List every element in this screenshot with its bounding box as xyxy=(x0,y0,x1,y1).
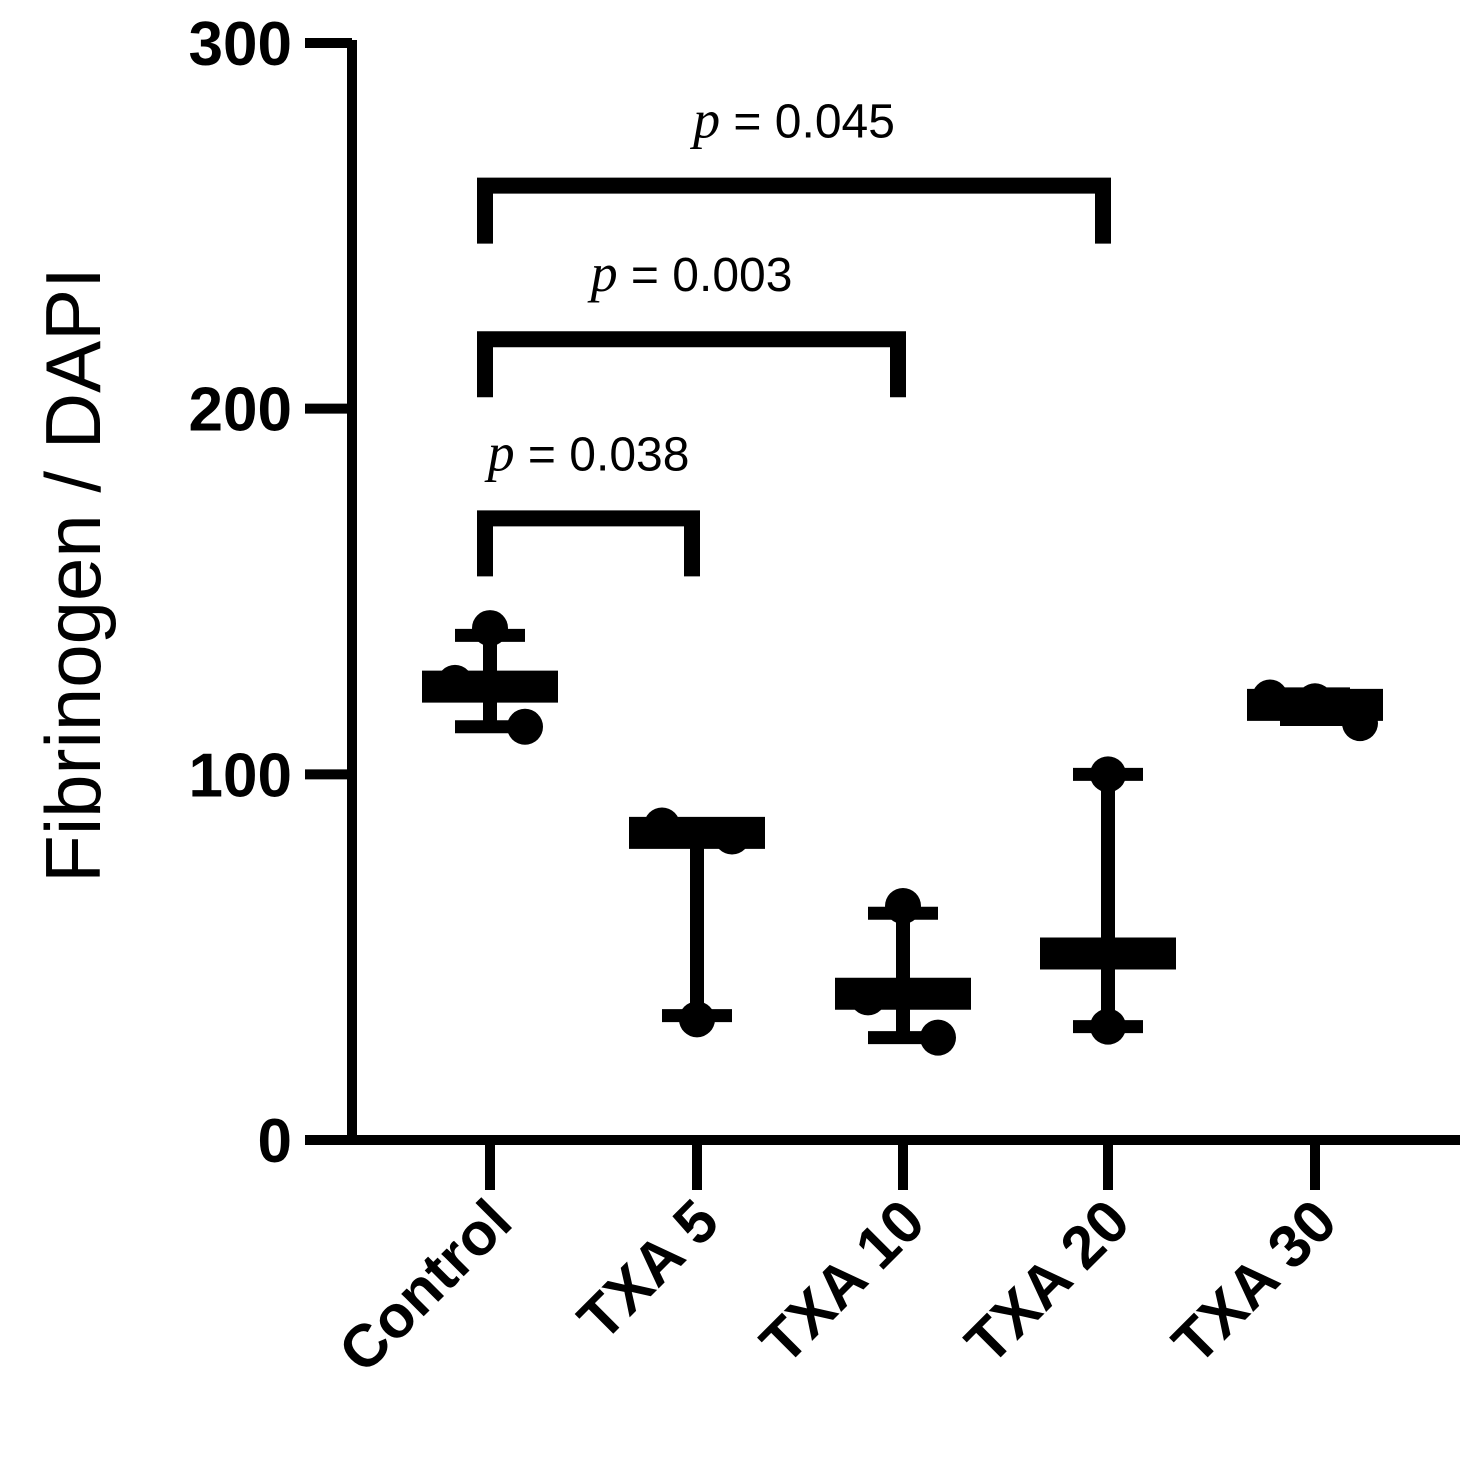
axes xyxy=(305,40,1460,1145)
data-point xyxy=(920,1019,956,1056)
data-point xyxy=(1252,679,1288,716)
p-value-text: = 0.038 xyxy=(515,428,690,481)
data-point xyxy=(1297,683,1333,720)
bracket-line xyxy=(477,177,1111,244)
p-symbol: p xyxy=(587,243,618,303)
x-tick-label: TXA 20 xyxy=(953,1187,1143,1377)
y-axis-label: Fibrinogen / DAPI xyxy=(29,267,117,883)
y-tick-label: 200 xyxy=(189,376,292,445)
group-txa-10 xyxy=(835,887,971,1056)
comparison-bracket: p = 0.045 xyxy=(477,90,1111,244)
group-txa-30 xyxy=(1247,679,1383,742)
group-txa-5 xyxy=(629,807,765,1038)
data-point xyxy=(885,887,921,924)
comparison-bracket: p = 0.003 xyxy=(477,243,906,398)
data-point xyxy=(1090,756,1126,793)
p-symbol: p xyxy=(689,90,720,150)
bracket-line xyxy=(477,510,700,577)
group-control xyxy=(422,610,558,745)
y-tick-label: 100 xyxy=(189,741,292,810)
data-point xyxy=(437,664,473,701)
data-point xyxy=(679,1001,715,1038)
x-tick-label: TXA 10 xyxy=(748,1187,938,1377)
data-point xyxy=(1090,1008,1126,1045)
p-value-label: p = 0.045 xyxy=(689,90,895,150)
p-value-text: = 0.045 xyxy=(720,96,895,149)
x-tick-label: Control xyxy=(326,1187,524,1385)
data-point xyxy=(850,979,886,1016)
p-symbol: p xyxy=(484,422,515,482)
data-point xyxy=(472,610,508,647)
data-point xyxy=(644,807,680,844)
p-value-label: p = 0.003 xyxy=(587,243,793,303)
p-value-text: = 0.003 xyxy=(618,249,793,302)
x-tick-label: TXA 5 xyxy=(565,1187,731,1353)
bracket-line xyxy=(477,331,906,398)
x-tick-label: TXA 30 xyxy=(1160,1187,1350,1377)
group-txa-20 xyxy=(1040,756,1176,1045)
data-point xyxy=(714,818,750,855)
data-groups xyxy=(422,610,1383,1056)
y-tick-label: 0 xyxy=(258,1107,292,1176)
x-ticks: Control TXA 5 TXA 10 TXA 20 TXA 30 xyxy=(326,1140,1349,1385)
y-tick-label: 300 xyxy=(189,10,292,79)
comparison-bracket: p = 0.038 xyxy=(477,422,700,577)
y-ticks: 0 100 200 300 xyxy=(189,10,352,1176)
p-value-label: p = 0.038 xyxy=(484,422,690,482)
data-point xyxy=(1342,705,1378,742)
data-point xyxy=(507,708,543,745)
